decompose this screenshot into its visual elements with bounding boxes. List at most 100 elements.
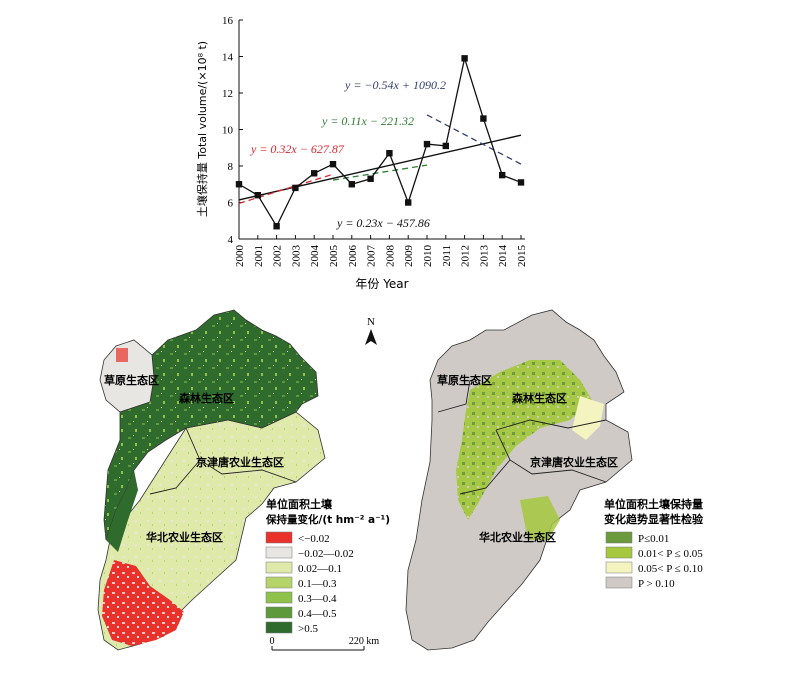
- data-point: [405, 199, 412, 206]
- x-tick-label: 2002: [272, 245, 284, 267]
- x-tick-label: 2009: [403, 245, 415, 268]
- trend-label-2010-2015: y = −0.54x + 1090.2: [344, 78, 446, 92]
- region-label-forest-r: 森林生态区: [512, 391, 567, 405]
- data-point: [329, 160, 337, 168]
- scale-bar-start: 0: [270, 636, 275, 647]
- y-tick-label: 10: [222, 125, 234, 137]
- data-point: [273, 223, 280, 230]
- data-point: [386, 150, 393, 157]
- data-point: [517, 179, 525, 186]
- x-tick-label: 2011: [441, 245, 453, 267]
- legend-swatch: [605, 576, 633, 589]
- legend-label: >0.5: [298, 623, 318, 635]
- right-map: 草原生态区 森林生态区 京津唐农业生态区 华北农业生态区 单位面积土壤保持量 变…: [405, 309, 704, 651]
- y-tick-label: 6: [228, 198, 234, 210]
- y-axis-title: 土壤保持量 Total volume/(×10⁸ t): [195, 41, 209, 217]
- data-point: [235, 181, 243, 188]
- region-label-grassland-r: 草原生态区: [437, 373, 492, 387]
- y-tick-label: 14: [222, 52, 234, 64]
- map-region-forest: [103, 309, 319, 541]
- region-label-jjt: 京津唐农业生态区: [196, 455, 284, 469]
- data-point: [348, 181, 355, 188]
- scale-bar-end: 220 km: [349, 636, 380, 647]
- x-tick-label: 2015: [516, 245, 528, 268]
- data-point: [423, 140, 431, 148]
- x-tick-label: 2010: [422, 245, 434, 268]
- region-label-huabei-r: 华北农业生态区: [479, 530, 556, 544]
- sig-area-forest: [456, 360, 592, 520]
- region-label-jjt-r: 京津唐农业生态区: [530, 455, 618, 469]
- north-arrow: N: [365, 316, 377, 345]
- left-legend: <−0.02 −0.02—0.02 0.02—0.1 0.1—0.3 0.3—0.4 0.…: [265, 531, 354, 635]
- x-tick-label: 2014: [497, 245, 509, 268]
- x-tick-label: 2003: [290, 245, 302, 268]
- legend-swatch: [265, 621, 293, 634]
- legend-label: 0.1—0.3: [298, 578, 337, 590]
- legend-swatch: [265, 591, 293, 604]
- legend-label: −0.02—0.02: [298, 548, 354, 560]
- legend-label: 0.4—0.5: [298, 608, 337, 620]
- map-region-grassland: [99, 339, 155, 413]
- region-label-grassland: 草原生态区: [104, 373, 159, 387]
- trend-label-overall: y = 0.23x − 457.86: [336, 216, 430, 230]
- trend-label-2005-2010: y = 0.11x − 221.32: [321, 114, 414, 128]
- x-tick-label: 2000: [234, 245, 246, 268]
- trend-line-1: [238, 173, 334, 205]
- legend-label: 0.05< P ≤ 0.10: [638, 563, 703, 575]
- data-point: [292, 184, 299, 192]
- sig-area-south: [520, 496, 560, 540]
- x-tick-label: 2006: [347, 245, 359, 268]
- red-degradation-area: [102, 560, 184, 646]
- right-legend-title-2: 变化趋势显著性检验: [604, 512, 704, 526]
- left-map: 草原生态区 森林生态区 京津唐农业生态区 华北农业生态区 单位面积土壤 保持量变…: [97, 309, 390, 651]
- data-point: [367, 175, 374, 182]
- scale-bar: 0 220 km: [270, 636, 380, 651]
- trend-label-2000-2005: y = 0.32x − 627.87: [250, 142, 345, 156]
- x-tick-label: 2005: [328, 245, 340, 268]
- data-point: [480, 115, 487, 122]
- legend-swatch: [265, 546, 293, 559]
- left-legend-title-1: 单位面积土壤: [266, 497, 333, 511]
- legend-swatch: [605, 546, 633, 559]
- legend-swatch: [265, 576, 293, 589]
- left-legend-title-2: 保持量变化/(t hm⁻² a⁻¹): [265, 513, 390, 526]
- right-legend-title-1: 单位面积土壤保持量: [604, 497, 703, 511]
- x-tick-label: 2008: [384, 245, 396, 268]
- legend-label: <−0.02: [298, 533, 330, 545]
- legend-swatch: [265, 531, 293, 544]
- data-point: [311, 170, 318, 177]
- region-label-huabei: 华北农业生态区: [146, 530, 223, 544]
- x-tick-label: 2007: [366, 245, 378, 268]
- trend-line-0: [238, 134, 522, 201]
- data-point: [442, 142, 449, 150]
- data-point: [254, 192, 261, 199]
- region-label-forest: 森林生态区: [179, 391, 234, 405]
- x-tick-label: 2013: [478, 245, 490, 268]
- boundary-lines-right: [437, 379, 607, 495]
- x-tick-label: 2004: [309, 245, 321, 268]
- y-tick-label: 12: [222, 88, 233, 100]
- x-tick-label: 2001: [253, 245, 265, 267]
- north-label: N: [367, 316, 375, 328]
- legend-label: P > 0.10: [638, 578, 675, 590]
- legend-label: 0.01< P ≤ 0.05: [638, 548, 703, 560]
- y-tick-label: 4: [228, 234, 234, 246]
- legend-swatch: [605, 531, 633, 544]
- series-line: [238, 55, 522, 228]
- right-legend: P≤0.01 0.01< P ≤ 0.05 0.05< P ≤ 0.10 P > 0.…: [605, 531, 703, 590]
- data-point: [461, 55, 468, 62]
- x-axis-title: 年份 Year: [355, 277, 408, 291]
- sig-area-east: [572, 396, 604, 440]
- data-point: [499, 171, 506, 179]
- trend-chart: 4 6 8 10 12 14 16 2000 2001 2002 2003 2004 2005 2006…: [195, 15, 528, 291]
- y-axis-ticks: 4 6 8 10 12 14 16: [222, 15, 243, 246]
- y-tick-label: 16: [222, 15, 234, 27]
- legend-swatch: [265, 561, 293, 574]
- trend-line-3: [426, 114, 522, 165]
- y-tick-label: 8: [228, 161, 234, 173]
- legend-label: 0.02—0.1: [298, 563, 342, 575]
- legend-label: 0.3—0.4: [298, 593, 337, 605]
- map-outline-right: [405, 309, 633, 651]
- north-arrow-icon: [365, 329, 377, 345]
- legend-swatch: [265, 606, 293, 619]
